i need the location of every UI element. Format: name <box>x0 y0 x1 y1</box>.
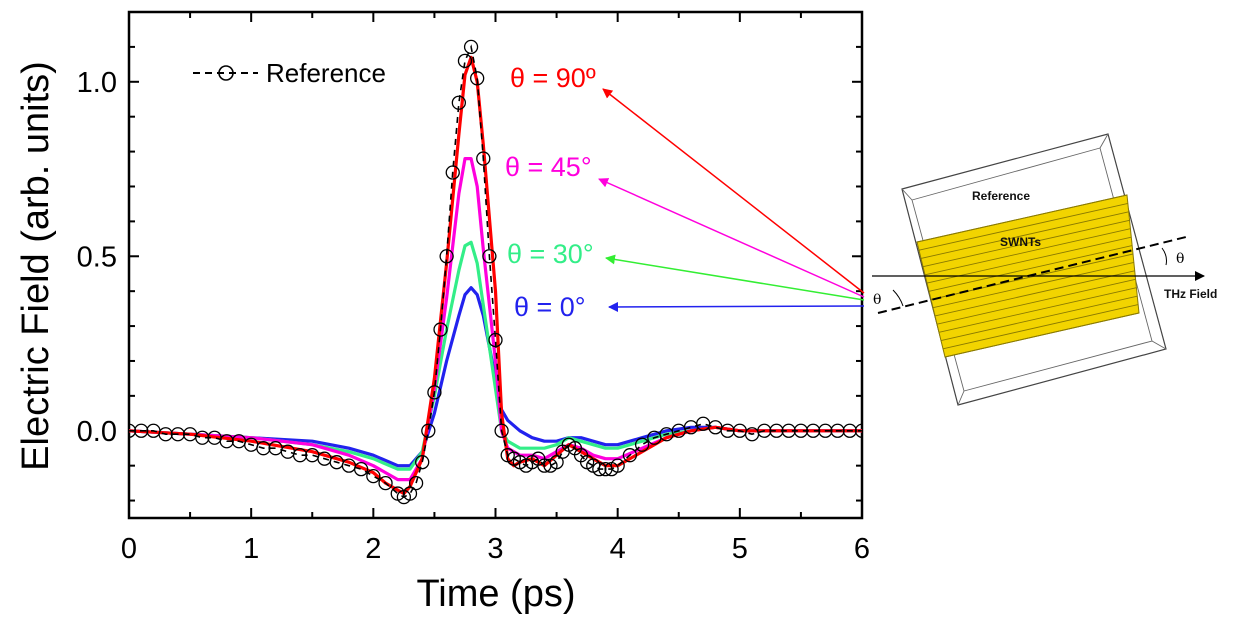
reference-point <box>470 71 485 86</box>
reference-point <box>415 455 430 470</box>
swnt-tube <box>920 211 1129 259</box>
series-label-theta-30: θ = 30° <box>507 239 594 269</box>
reference-point <box>720 423 735 438</box>
reference-point <box>842 423 857 438</box>
reference-point <box>421 423 436 438</box>
reference-point <box>769 423 784 438</box>
swnt-tube <box>924 228 1131 276</box>
x-tick-label: 2 <box>365 533 381 565</box>
reference-point <box>445 165 460 180</box>
reference-point <box>818 423 833 438</box>
tube-axis-dashed <box>877 236 1187 314</box>
swnt-tube <box>932 261 1134 309</box>
reference-point <box>476 151 491 166</box>
reference-point <box>488 332 503 348</box>
arrow-theta-45 <box>598 178 865 298</box>
reference-point <box>463 39 479 55</box>
reference-point <box>439 249 454 264</box>
series-label-theta-45: θ = 45° <box>505 152 592 182</box>
inset-theta-right: θ <box>1176 251 1184 267</box>
reference-point <box>451 95 467 110</box>
swnt-tube <box>934 270 1135 317</box>
axis-ticks <box>128 11 863 518</box>
reference-point <box>457 53 473 69</box>
reference-point <box>433 322 448 337</box>
inset-swnts-label: SWNTs <box>1000 235 1041 249</box>
reference-point <box>378 475 393 491</box>
inset-theta-left: θ <box>873 292 881 308</box>
swnt-tube <box>942 304 1139 350</box>
inset-thz-label: THz Field <box>1164 287 1217 301</box>
inset-reference-label: Reference <box>972 189 1030 203</box>
reference-point <box>622 448 638 463</box>
reference-point <box>402 486 418 501</box>
x-tick-label: 5 <box>732 533 748 565</box>
reference-point <box>195 430 210 445</box>
legend: Reference <box>193 58 386 88</box>
reference-point <box>366 468 381 484</box>
reference-point <box>292 448 308 463</box>
plot-frame <box>127 10 864 520</box>
reference-point <box>482 249 497 264</box>
y-tick-label: 0.5 <box>77 241 117 273</box>
arrow-theta-90 <box>602 88 865 294</box>
reference-point <box>134 423 149 438</box>
reference-point <box>757 423 772 438</box>
edge-line <box>1151 340 1167 350</box>
reference-point <box>549 455 564 470</box>
x-tick-label: 3 <box>487 533 503 565</box>
series-label-theta-0: θ = 0° <box>514 292 586 322</box>
reference-point <box>219 434 234 449</box>
edge-line <box>901 188 913 201</box>
series-label-theta-90: θ = 90º <box>510 63 596 93</box>
reference-point <box>170 427 186 442</box>
angle-arc-right <box>1161 247 1167 266</box>
x-axis-title: Time (ps) <box>416 573 575 615</box>
reference-point <box>427 385 442 400</box>
reference-point <box>610 458 625 473</box>
reference-point <box>793 423 809 438</box>
swnt-tube <box>936 278 1136 325</box>
angle-arc-left <box>892 289 904 307</box>
reference-layer <box>129 39 862 505</box>
swnt-tube <box>940 295 1138 342</box>
y-tick-label: 1.0 <box>77 67 117 99</box>
swnt-tube <box>928 245 1133 292</box>
reference-point <box>256 441 271 456</box>
legend-marker <box>218 65 234 81</box>
swnt-lines <box>916 194 1140 358</box>
y-tick-label: 0.0 <box>77 416 117 448</box>
swnt-tube <box>938 287 1137 333</box>
swnt-tube <box>922 219 1130 268</box>
sample-inset: Reference SWNTs THz Field θ θ <box>872 133 1217 406</box>
arrow-theta-0 <box>608 301 865 312</box>
reference-point <box>494 423 509 438</box>
reference-point <box>781 423 796 438</box>
tick-labels: 0 1 2 3 4 5 6 0.0 0.5 1.0 <box>77 67 870 565</box>
reference-point <box>408 475 424 491</box>
swnt-tube <box>916 194 1128 243</box>
reference-point <box>353 461 369 477</box>
reference-line <box>129 44 862 499</box>
arrow-theta-30 <box>605 254 865 301</box>
legend-label: Reference <box>266 58 386 88</box>
edge-line <box>957 390 965 406</box>
edge-line <box>1099 133 1109 149</box>
reference-point <box>805 423 821 438</box>
y-axis-title: Electric Field (arb. units) <box>15 61 57 471</box>
reference-point <box>592 461 607 477</box>
swnt-tube <box>944 312 1140 358</box>
swnt-tube <box>918 202 1128 251</box>
reference-point <box>158 427 173 442</box>
x-tick-label: 0 <box>121 533 137 565</box>
reference-point <box>634 437 650 452</box>
reference-point <box>129 423 137 438</box>
x-tick-label: 1 <box>243 533 259 565</box>
annotation-arrows <box>598 88 865 312</box>
reference-point <box>854 423 862 438</box>
x-tick-label: 6 <box>854 533 870 565</box>
reference-point <box>830 423 845 438</box>
x-tick-label: 4 <box>610 533 626 565</box>
